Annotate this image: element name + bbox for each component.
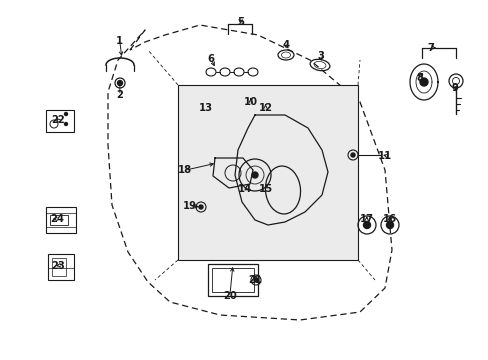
Bar [212,268,253,292]
Text: 24: 24 [51,214,64,224]
Bar [46,207,76,233]
Bar [178,85,357,260]
Circle shape [199,205,203,209]
Circle shape [350,153,354,157]
Text: 14: 14 [237,184,251,194]
Text: 4: 4 [282,40,289,50]
Text: 19: 19 [183,201,196,211]
Circle shape [419,78,427,86]
Text: 16: 16 [382,213,396,224]
Text: 1: 1 [116,36,123,46]
Text: 5: 5 [237,17,244,27]
Text: 2: 2 [116,90,123,100]
Text: 17: 17 [359,213,373,224]
Circle shape [363,221,370,229]
Circle shape [64,112,67,116]
Text: 9: 9 [450,83,457,93]
Bar [48,254,74,280]
Text: 21: 21 [248,275,262,285]
Text: 3: 3 [316,51,323,61]
Bar [52,258,66,276]
Circle shape [251,172,258,178]
Bar [46,110,74,132]
Text: 6: 6 [207,54,214,64]
Bar [207,264,258,296]
Text: 7: 7 [427,42,434,53]
Text: 13: 13 [198,103,212,113]
Text: 15: 15 [258,184,272,194]
Circle shape [253,278,258,282]
Text: 23: 23 [51,261,64,271]
Text: 12: 12 [258,103,272,113]
Circle shape [117,81,122,85]
Text: 18: 18 [178,165,191,175]
Bar [50,215,68,225]
Circle shape [64,122,67,126]
Text: 10: 10 [244,96,257,107]
Text: 11: 11 [377,150,392,161]
Text: 8: 8 [415,73,422,84]
Circle shape [386,221,393,229]
Text: 20: 20 [223,291,236,301]
Text: 22: 22 [51,114,64,125]
